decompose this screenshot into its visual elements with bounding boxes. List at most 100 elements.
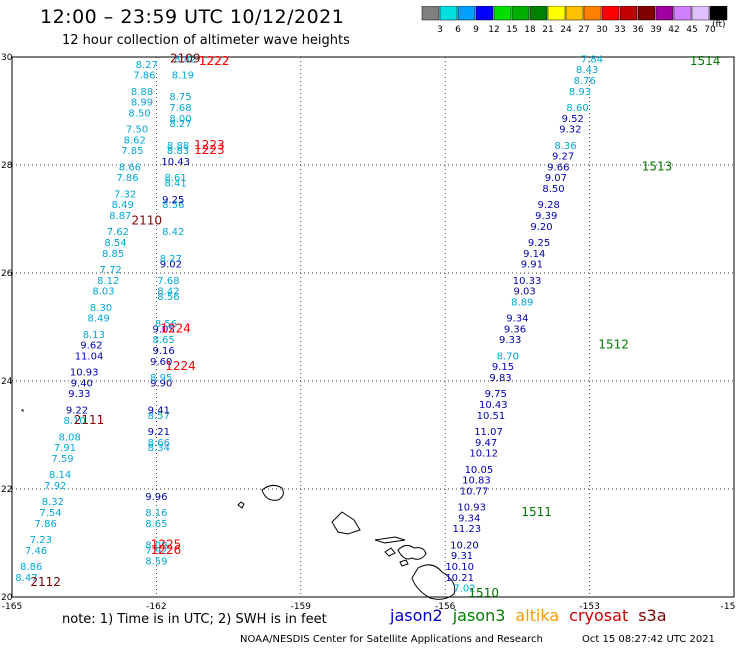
colorbar-label: 15: [506, 25, 517, 35]
wave-height-value: 8.32: [42, 497, 64, 508]
wave-height-value: 8.09: [145, 540, 167, 551]
legend-item-jason3: jason3: [452, 606, 506, 625]
colorbar-label: 39: [650, 25, 662, 35]
colorbar-swatch: [457, 6, 476, 21]
colorbar-swatch: [637, 6, 656, 21]
wave-height-value: 9.22: [66, 405, 88, 416]
colorbar-label: 33: [614, 25, 625, 35]
wave-height-value: 9.02: [160, 260, 182, 271]
lat-label: 20: [1, 593, 13, 603]
wave-height-value: 8.12: [97, 276, 119, 287]
wave-height-value: 9.62: [80, 341, 102, 352]
colorbar-label: 12: [488, 25, 499, 35]
wave-height-value: 9.20: [530, 222, 552, 233]
wave-height-value: 7.86: [116, 173, 138, 184]
wave-height-value: 9.05: [152, 324, 174, 335]
wave-height-value: 10.43: [479, 400, 508, 411]
wave-height-value: 8.83: [167, 146, 189, 157]
wave-height-value: 10.20: [450, 540, 479, 551]
satellite-legend: jason2 jason3 altika cryosat s3a: [390, 606, 677, 625]
colorbar-swatch: [475, 6, 494, 21]
track-time-label: 1224: [160, 321, 191, 335]
colorbar-swatch: [691, 6, 710, 21]
wave-height-value: 8.56: [162, 200, 184, 211]
wave-height-value: 7.32: [114, 189, 136, 200]
wave-height-value: 9.83: [489, 373, 511, 384]
legend-item-altika: altika: [515, 606, 560, 625]
wave-height-value: 8.57: [148, 411, 170, 422]
wave-height-value: 10.93: [457, 503, 486, 514]
wave-height-value: 7.50: [126, 125, 148, 136]
lon-label: -153: [579, 602, 599, 612]
hawaii-islands: [20, 409, 456, 600]
lon-label: -15: [721, 602, 736, 612]
wave-height-value: 8.50: [542, 184, 564, 195]
lon-label: -165: [2, 602, 22, 612]
wave-height-value: 9.91: [521, 260, 543, 271]
footnote: note: 1) Time is in UTC; 2) SWH is in fe…: [62, 612, 327, 627]
small-islet: [20, 409, 24, 413]
wave-height-value: 9.16: [152, 346, 174, 357]
page-subtitle: 12 hour collection of altimeter wave hei…: [62, 33, 350, 48]
wave-height-value: 7.72: [100, 265, 122, 276]
wave-height-value: 7.68: [157, 276, 179, 287]
wave-height-value: 7.23: [30, 535, 52, 546]
wave-height-value: 8.13: [83, 330, 105, 341]
wave-height-value: 9.03: [513, 287, 535, 298]
wave-height-value: 8.27: [136, 60, 158, 71]
wave-height-value: 8.47: [15, 573, 37, 584]
wave-height-value: 9.14: [523, 249, 545, 260]
generation-timestamp: Oct 15 08:27:42 UTC 2021: [582, 634, 715, 645]
wave-height-value: 8.65: [145, 519, 167, 530]
wave-height-value: 8.61: [165, 173, 187, 184]
wave-height-value: 10.05: [465, 465, 494, 476]
track-time-label: 1510: [468, 586, 499, 600]
wave-height-value: 10.21: [445, 573, 474, 584]
wave-height-value: 7.46: [25, 546, 47, 557]
wave-height-value: 7.91: [54, 443, 76, 454]
wave-height-value: 8.00: [169, 114, 191, 125]
lon-label: -159: [291, 602, 312, 612]
track-time-label: 2111: [74, 413, 105, 427]
niihau-island: [237, 501, 245, 509]
wave-height-value: 8.59: [145, 557, 167, 568]
lon-label: -162: [146, 602, 166, 612]
wave-height-value: 9.40: [71, 378, 93, 389]
wave-height-value: 7.92: [145, 546, 167, 557]
lanai-island: [384, 547, 396, 557]
wave-height-value: 8.62: [124, 135, 146, 146]
lat-label: 28: [1, 161, 13, 171]
wave-height-value: 9.90: [150, 378, 172, 389]
wave-height-value: 8.65: [152, 335, 174, 346]
wave-height-value: 8.89: [511, 297, 533, 308]
maui-island: [397, 544, 427, 560]
wave-height-value: 8.34: [148, 443, 170, 454]
wave-height-value: 10.77: [460, 486, 489, 497]
colorbar-label: 9: [473, 25, 479, 35]
track-time-label: 1513: [642, 159, 673, 173]
track-time-label: 1224: [165, 359, 196, 373]
lat-label: 22: [1, 485, 12, 495]
wave-height-value: 8.56: [157, 292, 179, 303]
wave-height-value: 9.75: [485, 389, 507, 400]
colorbar-label: 27: [578, 25, 589, 35]
wave-height-value: 9.32: [559, 125, 581, 136]
wave-height-value: 9.15: [492, 362, 514, 373]
wave-height-value: 8.60: [566, 103, 588, 114]
colorbar-swatch: [565, 6, 584, 21]
wave-height-value: 9.34: [506, 314, 528, 325]
wave-height-value: 9.31: [451, 551, 473, 562]
track-time-label: 1223: [194, 143, 225, 157]
wave-height-value: 8.42: [157, 287, 179, 298]
legend-item-cryosat: cryosat: [569, 606, 629, 625]
wave-height-value: 8.93: [569, 87, 591, 98]
colorbar-label: 18: [524, 25, 536, 35]
colorbar-label: 42: [668, 25, 679, 35]
wave-height-value: 8.76: [574, 76, 596, 87]
wave-height-value: 10.83: [462, 476, 491, 487]
colorbar-label: 3: [437, 25, 443, 35]
track-time-label: 1222: [199, 54, 230, 68]
wave-height-value: 8.95: [150, 373, 172, 384]
wave-height-value: 8.16: [145, 508, 167, 519]
wave-height-value: 9.41: [148, 405, 170, 416]
